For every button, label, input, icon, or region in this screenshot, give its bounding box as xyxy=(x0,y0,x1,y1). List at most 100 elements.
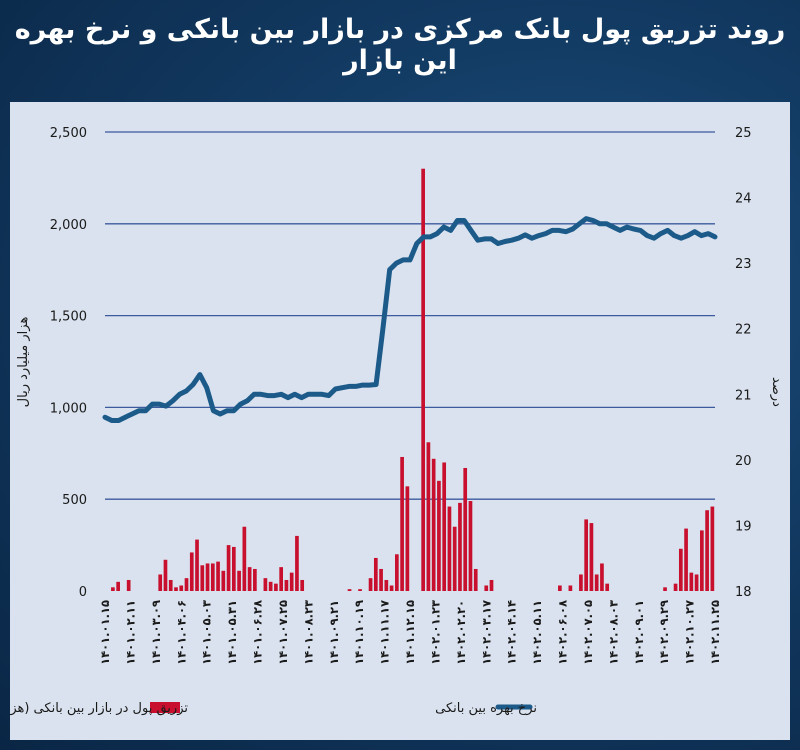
x-tick-label: ۱۴۰۱.۰۹.۲۱ xyxy=(327,600,341,665)
x-tick-label: ۱۴۰۲.۰۵.۱۱ xyxy=(530,600,544,665)
bar xyxy=(600,563,604,591)
x-tick-label: ۱۴۰۱.۰۱.۱۵ xyxy=(98,600,112,665)
right-tick-label: 20 xyxy=(735,454,752,469)
x-tick-label: ۱۴۰۱.۰۵.۳۱ xyxy=(225,600,239,665)
left-tick-label: 1,500 xyxy=(50,310,87,325)
bar xyxy=(279,567,284,591)
bar xyxy=(284,579,289,591)
bar xyxy=(568,585,573,591)
bar xyxy=(558,585,562,591)
bar xyxy=(205,563,210,591)
x-tick-label: ۱۴۰۲.۰۸.۰۳ xyxy=(606,600,620,665)
bar xyxy=(431,458,436,591)
x-tick-label: ۱۴۰۱.۰۶.۲۸ xyxy=(251,600,265,665)
x-tick-label: ۱۴۰۲.۱۰.۲۷ xyxy=(683,600,697,665)
x-tick-label: ۱۴۰۲.۰۱.۲۳ xyxy=(428,600,442,665)
bar xyxy=(231,546,236,591)
x-tick-label: ۱۴۰۲.۰۹.۰۱ xyxy=(632,600,646,665)
bar xyxy=(242,526,247,591)
bar xyxy=(158,574,163,591)
bar xyxy=(663,587,667,591)
right-axis-label: درصد xyxy=(769,377,784,407)
left-axis-label: هزار میلیارد ریال xyxy=(16,317,31,408)
bar xyxy=(384,579,389,591)
bar xyxy=(710,506,715,591)
bar xyxy=(300,579,305,591)
left-tick-label: 1,000 xyxy=(50,401,87,416)
bar xyxy=(678,548,683,591)
x-tick-label: ۱۴۰۲.۱۱.۲۵ xyxy=(708,600,722,665)
right-tick-label: 24 xyxy=(735,192,752,207)
bar xyxy=(195,539,199,591)
bar xyxy=(684,528,688,591)
bar xyxy=(400,456,404,591)
bar xyxy=(447,506,452,591)
left-tick-label: 0 xyxy=(79,585,87,600)
bar xyxy=(226,545,231,591)
bar xyxy=(389,585,394,591)
rate-line xyxy=(102,216,718,423)
bar xyxy=(174,587,178,591)
bar xyxy=(200,565,205,591)
bar xyxy=(437,480,441,591)
bar xyxy=(489,579,494,591)
bar xyxy=(184,578,189,591)
bar xyxy=(295,535,299,591)
bar xyxy=(253,568,257,591)
bar xyxy=(179,585,184,591)
bar xyxy=(579,574,583,591)
x-tick-label: ۱۴۰۱.۰۴.۰۶ xyxy=(174,600,188,665)
legend-line-label: نرخ بهره بین بانکی xyxy=(435,701,537,716)
bar xyxy=(421,168,425,591)
x-tick-label: ۱۴۰۲.۰۴.۱۴ xyxy=(505,600,519,665)
bar xyxy=(442,462,447,591)
bar xyxy=(426,442,431,591)
bar xyxy=(237,570,241,591)
bar xyxy=(694,574,699,591)
left-tick-label: 500 xyxy=(62,493,87,508)
x-tick-label: ۱۴۰۱.۰۸.۲۳ xyxy=(301,600,315,665)
bar xyxy=(673,583,678,591)
x-tick-label: ۱۴۰۱.۰۵.۰۳ xyxy=(200,600,214,665)
x-tick-label: ۱۴۰۱.۰۳.۰۹ xyxy=(149,600,163,665)
bar xyxy=(395,554,399,591)
left-tick-label: 2,000 xyxy=(50,218,87,233)
right-tick-label: 21 xyxy=(735,388,752,403)
x-tick-label: ۱۴۰۲.۰۹.۲۹ xyxy=(657,600,671,665)
x-tick-label: ۱۴۰۱.۱۰.۱۹ xyxy=(352,600,366,665)
bar xyxy=(189,552,194,591)
x-tick-label: ۱۴۰۱.۱۲.۱۵ xyxy=(403,600,417,665)
bar xyxy=(268,581,273,591)
bar xyxy=(700,530,704,591)
bar xyxy=(379,568,383,591)
chart-title: روند تزریق پول بانک مرکزی در بازار بین ب… xyxy=(14,14,786,76)
bar xyxy=(584,519,589,591)
bar xyxy=(347,589,352,591)
bar xyxy=(689,572,694,591)
bar xyxy=(405,486,410,591)
bar xyxy=(221,570,226,591)
bar xyxy=(473,568,478,591)
chart-svg: 0 500 1,000 1,500 2,000 2,500 18 19 20 21 22 23 24 25… xyxy=(10,126,784,716)
x-tick-label: ۱۴۰۱.۱۱.۱۷ xyxy=(378,600,392,665)
bar xyxy=(116,581,120,591)
bar xyxy=(373,557,378,591)
x-tick-label: ۱۴۰۲.۰۳.۱۷ xyxy=(479,600,493,665)
bar xyxy=(247,567,252,591)
right-tick-label: 19 xyxy=(735,519,752,534)
bar xyxy=(358,589,362,591)
right-tick-label: 18 xyxy=(735,585,752,600)
bar xyxy=(468,501,473,591)
x-tick-label: ۱۴۰۱.۰۲.۱۱ xyxy=(123,600,137,665)
right-tick-label: 25 xyxy=(735,126,752,141)
right-tick-label: 22 xyxy=(735,323,752,338)
plot-panel: 0 500 1,000 1,500 2,000 2,500 18 19 20 21 22 23 24 25… xyxy=(10,102,790,740)
bar xyxy=(111,587,115,591)
bar xyxy=(274,583,278,591)
x-tick-label: ۱۴۰۲.۰۲.۲۰ xyxy=(454,600,468,665)
bar xyxy=(484,585,489,591)
bar xyxy=(216,561,220,591)
bar xyxy=(289,572,294,591)
x-tick-label: ۱۴۰۲.۰۶.۰۸ xyxy=(556,600,570,665)
bar xyxy=(594,574,599,591)
